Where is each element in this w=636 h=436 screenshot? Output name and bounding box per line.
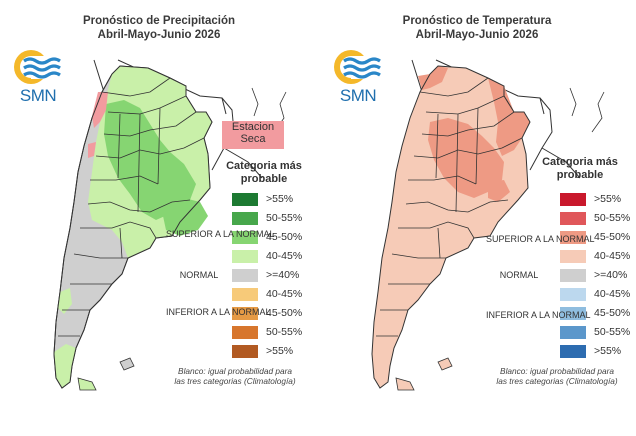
- temperature-legend: >55% 50-55% 45-50% 40-45% >=40% 40-45% 45-50% 5…: [560, 193, 632, 363]
- precipitation-title-line2: Abril-Mayo-Junio 2026: [97, 29, 221, 41]
- legend-label: >55%: [266, 345, 294, 357]
- legend-swatch: [232, 307, 258, 320]
- temperature-footnote-line2: las tres categorias (Climatología): [496, 376, 618, 386]
- legend-swatch: [232, 326, 258, 339]
- legend-label: >55%: [594, 345, 622, 357]
- legend-label: 50-55%: [266, 212, 303, 224]
- legend-label: >55%: [594, 193, 622, 205]
- dry-season-label: Estacion Seca: [222, 121, 284, 149]
- legend-swatch: [560, 307, 586, 320]
- temperature-category-title: Categoria más probable: [542, 156, 618, 181]
- legend-swatch: [232, 193, 258, 206]
- precipitation-title-line1: Pronóstico de Precipitación: [82, 15, 236, 27]
- inferior-label: INFERIOR A LA NORMAL: [166, 307, 271, 317]
- smn-sun-icon: [14, 50, 61, 84]
- precipitation-group-superior: SUPERIOR A LA NORMAL: [166, 229, 275, 240]
- temperature-footnote-line1: Blanco: igual probabilidad para: [500, 366, 614, 376]
- precipitation-footnote-line2: las tres categorias (Climatología): [174, 376, 296, 386]
- legend-label: 40-45%: [266, 250, 303, 262]
- temperature-group-superior: SUPERIOR A LA NORMAL: [486, 234, 595, 245]
- smn-logo: SMN: [332, 48, 384, 106]
- legend-label: 45-50%: [266, 231, 303, 243]
- legend-label: 40-45%: [266, 288, 303, 300]
- legend-label: >55%: [266, 193, 294, 205]
- legend-swatch: [232, 345, 258, 358]
- smn-logo-text: SMN: [19, 86, 57, 105]
- legend-swatch: [232, 269, 258, 282]
- precipitation-footnote: Blanco: igual probabilidad para las tres…: [160, 366, 310, 386]
- temperature-map: [318, 52, 636, 392]
- precipitation-group-inferior: INFERIOR A LA NORMAL: [166, 307, 271, 318]
- legend-swatch: [560, 193, 586, 206]
- legend-label: 50-55%: [594, 212, 631, 224]
- legend-swatch: [560, 231, 586, 244]
- precipitation-map: [0, 52, 318, 392]
- legend-label: >=40%: [266, 269, 300, 281]
- legend-swatch: [232, 212, 258, 225]
- legend-swatch: [560, 345, 586, 358]
- legend-label: 40-45%: [594, 250, 631, 262]
- legend-swatch: [232, 231, 258, 244]
- temperature-group-normal: NORMAL: [499, 270, 539, 280]
- legend-swatch: [560, 250, 586, 263]
- legend-label: 45-50%: [594, 231, 631, 243]
- temperature-footnote: Blanco: igual probabilidad para las tres…: [482, 366, 632, 386]
- legend-swatch: [232, 288, 258, 301]
- legend-swatch: [232, 250, 258, 263]
- precipitation-legend: >55% 50-55% 45-50% 40-45% >=40% 40-45% 45-50% 5…: [232, 193, 312, 363]
- temperature-group-inferior: INFERIOR A LA NORMAL: [486, 310, 591, 321]
- precipitation-title: Pronóstico de Precipitación Abril-Mayo-J…: [0, 14, 318, 42]
- precipitation-panel: Pronóstico de Precipitación Abril-Mayo-J…: [0, 14, 318, 392]
- legend-swatch: [560, 212, 586, 225]
- smn-sun-icon: [334, 50, 381, 84]
- temperature-title: Pronóstico de Temperatura Abril-Mayo-Jun…: [318, 14, 636, 42]
- legend-label: 50-55%: [594, 326, 631, 338]
- legend-label: 50-55%: [266, 326, 303, 338]
- legend-label: 45-50%: [266, 307, 303, 319]
- legend-swatch: [560, 288, 586, 301]
- legend-label: 45-50%: [594, 307, 631, 319]
- temperature-title-line1: Pronóstico de Temperatura: [402, 15, 552, 27]
- legend-label: >=40%: [594, 269, 628, 281]
- precipitation-category-title: Categoria más probable: [226, 160, 302, 185]
- precipitation-group-normal: NORMAL: [179, 270, 219, 280]
- dry-season-text: Estacion Seca: [231, 121, 275, 145]
- inferior-label: INFERIOR A LA NORMAL: [486, 310, 591, 320]
- legend-swatch: [560, 269, 586, 282]
- precipitation-footnote-line1: Blanco: igual probabilidad para: [178, 366, 292, 376]
- superior-label: SUPERIOR A LA NORMAL: [486, 234, 595, 244]
- smn-logo: SMN: [12, 48, 64, 106]
- temperature-panel: Pronóstico de Temperatura Abril-Mayo-Jun…: [318, 0, 636, 436]
- legend-swatch: [560, 326, 586, 339]
- smn-logo-text: SMN: [339, 86, 377, 105]
- superior-label: SUPERIOR A LA NORMAL: [166, 229, 275, 239]
- temperature-title-line2: Abril-Mayo-Junio 2026: [415, 29, 539, 41]
- legend-label: 40-45%: [594, 288, 631, 300]
